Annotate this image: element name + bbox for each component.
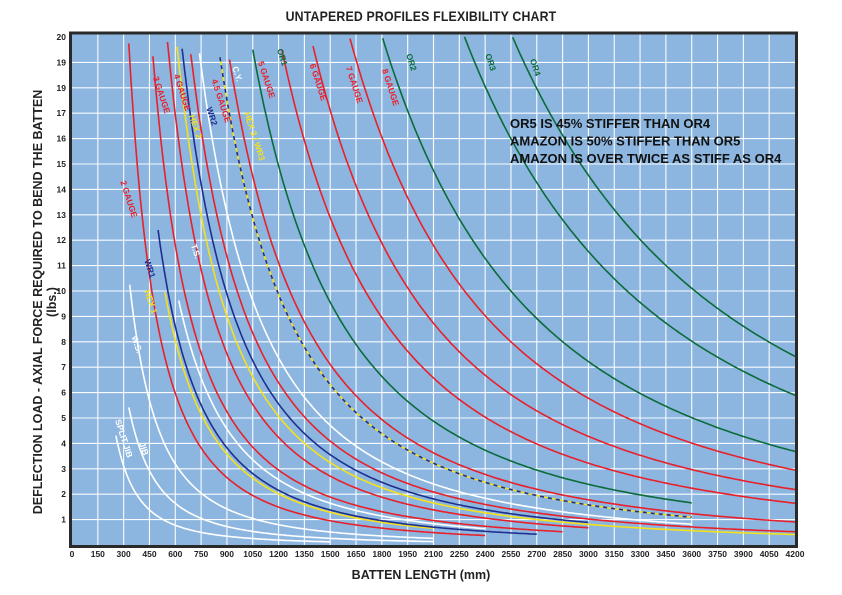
annotation-note: AMAZON IS OVER TWICE AS STIFF AS OR4 <box>510 151 782 166</box>
curve-w-s- <box>128 284 434 540</box>
y-tick-label: 11 <box>57 261 66 271</box>
y-tick-label: 20 <box>57 32 67 42</box>
x-tick-label: 3150 <box>605 549 624 559</box>
curve-t-s- <box>177 300 486 530</box>
curve-label: C.Y. <box>230 65 244 83</box>
y-tick-label: 19 <box>57 57 67 67</box>
curve-dash-overlay <box>219 57 692 518</box>
y-tick-label: 15 <box>57 159 67 169</box>
y-tick-label: 5 <box>61 413 66 423</box>
curve-wr2 <box>181 48 589 524</box>
curve-7-gauge <box>312 45 796 491</box>
annotation-note: OR5 IS 45% STIFFER THAN OR4 <box>510 116 711 131</box>
y-tick-label: 4 <box>61 438 66 448</box>
curve-4-gauge <box>166 41 589 529</box>
curve-4-5-gauge <box>190 54 796 533</box>
y-tick-label: 2 <box>61 489 66 499</box>
grid-lines <box>72 34 795 545</box>
curve-label: JIB <box>137 441 151 457</box>
x-tick-label: 4200 <box>786 549 805 559</box>
y-tick-label: 10 <box>57 286 67 296</box>
x-tick-label: 600 <box>168 549 182 559</box>
y-tick-label: 16 <box>57 134 67 144</box>
annotation-note: AMAZON IS 50% STIFFER THAN OR5 <box>510 134 740 149</box>
curve-or4 <box>511 36 796 358</box>
y-tick-label: 7 <box>61 362 66 372</box>
x-axis-label: BATTEN LENGTH (mm) <box>351 568 491 582</box>
x-tick-label: 0 <box>70 549 75 559</box>
y-tick-label: 8 <box>61 337 66 347</box>
curve-label: T.S. <box>189 243 203 260</box>
y-tick-label: 9 <box>61 311 66 321</box>
y-tick-label: 1 <box>61 515 66 525</box>
curve-c-y- <box>198 53 692 525</box>
x-axis-ticks: 0 150 300 450 600 750 900 1050 1200 1350 1500 1650 1… <box>70 549 805 559</box>
x-tick-label: 900 <box>220 549 234 559</box>
x-tick-label: 1200 <box>269 549 288 559</box>
x-tick-label: 1500 <box>321 549 340 559</box>
x-tick-label: 3900 <box>734 549 753 559</box>
y-tick-label: 3 <box>61 464 66 474</box>
x-tick-label: 2850 <box>553 549 572 559</box>
curve-split-jib <box>115 435 331 543</box>
y-tick-label: 17 <box>57 108 67 118</box>
x-tick-label: 4050 <box>760 549 779 559</box>
annotation-notes: OR5 IS 45% STIFFER THAN OR4 AMAZON IS 50%… <box>510 116 782 166</box>
y-tick-label: 19 <box>57 83 67 93</box>
x-tick-label: 2250 <box>450 549 469 559</box>
curve-8-gauge <box>349 38 796 471</box>
y-tick-label: 12 <box>57 235 67 245</box>
curve-or1 <box>252 49 692 504</box>
x-tick-label: 450 <box>142 549 156 559</box>
x-tick-label: 2400 <box>476 549 495 559</box>
curve-series <box>115 36 796 543</box>
plot-frame <box>69 31 798 548</box>
x-tick-label: 1350 <box>295 549 314 559</box>
x-tick-label: 3300 <box>631 549 650 559</box>
y-tick-label: 13 <box>57 210 67 220</box>
curve-5-gauge <box>228 59 796 523</box>
x-tick-label: 1950 <box>398 549 417 559</box>
x-tick-label: 1800 <box>372 549 391 559</box>
curve-3-gauge <box>152 56 563 533</box>
y-tick-label: 6 <box>61 388 66 398</box>
x-tick-label: 3450 <box>656 549 675 559</box>
x-tick-label: 2100 <box>424 549 443 559</box>
y-tick-label: 14 <box>57 184 67 194</box>
x-tick-label: 2700 <box>527 549 546 559</box>
x-tick-label: 2550 <box>502 549 521 559</box>
y-axis-ticks: 20 19 19 17 16 15 14 13 12 11 10 9 8 7 6 5 4 3 2 1 <box>57 32 67 525</box>
curve-wr1 <box>157 229 537 535</box>
x-tick-label: 750 <box>194 549 208 559</box>
curve-hex-1 <box>164 292 434 530</box>
curve-or2 <box>381 38 796 453</box>
x-tick-label: 150 <box>91 549 105 559</box>
x-tick-label: 3750 <box>708 549 727 559</box>
x-tick-label: 1050 <box>243 549 262 559</box>
x-tick-label: 300 <box>117 549 131 559</box>
curve-or3 <box>463 36 796 396</box>
curve-6-gauge <box>281 49 796 504</box>
x-tick-label: 3600 <box>682 549 701 559</box>
curve-2-gauge <box>128 43 486 537</box>
curve-jib <box>128 407 434 543</box>
x-tick-label: 1650 <box>347 549 366 559</box>
chart-title: UNTAPERED PROFILES FLEXIBILITY CHART <box>285 8 557 24</box>
curve-hex-2 <box>176 46 796 536</box>
x-tick-label: 3000 <box>579 549 598 559</box>
